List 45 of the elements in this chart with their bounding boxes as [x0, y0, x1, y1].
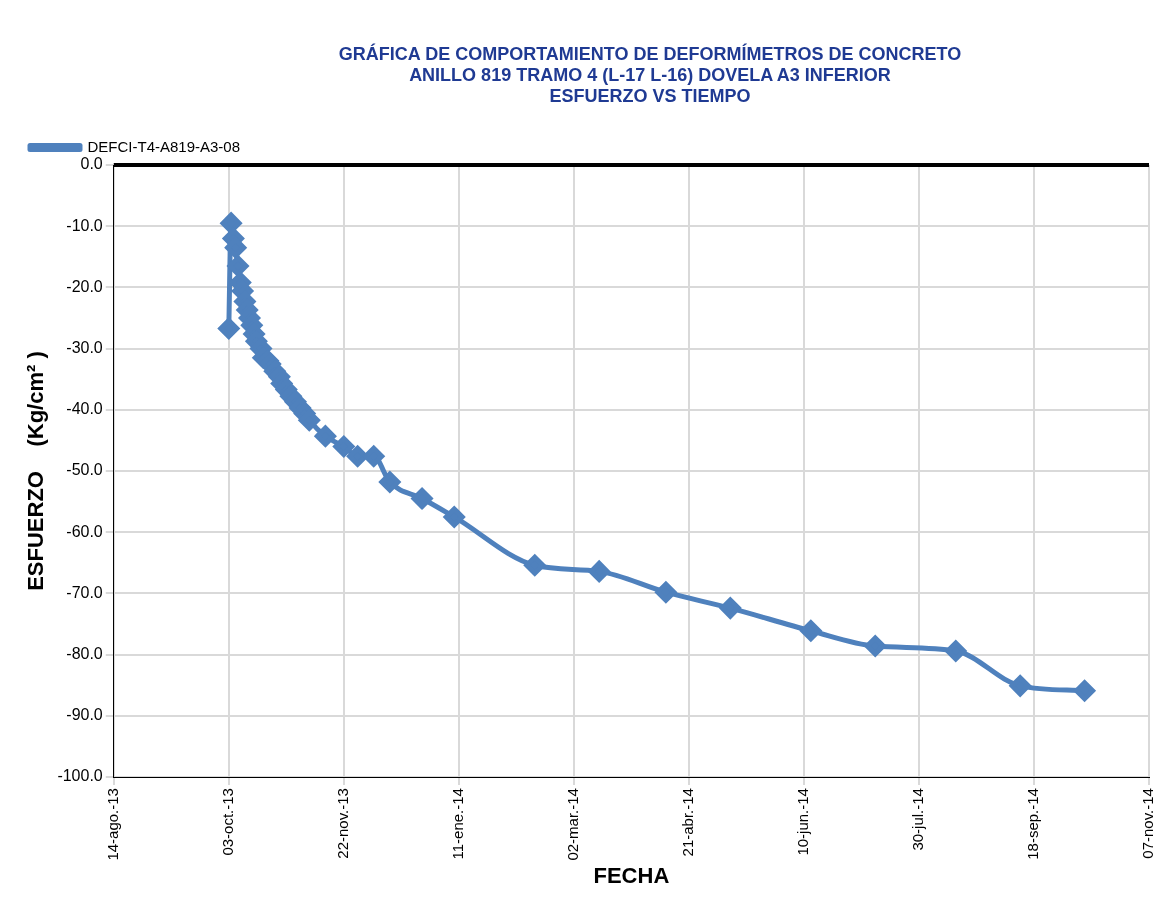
text: GRÁFICA DE COMPORTAMIENTO DE DEFORMÍMETROS DE CONCRETO: [338, 44, 962, 64]
point: [363, 445, 385, 467]
text: ANILLO 819 TRAMO 4 (L-17 L-16) DOVELA A3 INFERIOR: [409, 65, 891, 85]
x-tick-label: 14-ago.-13: [103, 788, 121, 861]
point: [379, 471, 401, 493]
point: [864, 635, 886, 657]
y-tick-label: -60.0: [66, 522, 103, 540]
text: ESFUERZO VS TIEMPO: [549, 86, 751, 106]
point: [220, 212, 242, 234]
point: [655, 581, 677, 603]
x-tick-label: 07-nov.-14: [1139, 788, 1157, 859]
y-tick-label: -100.0: [57, 767, 103, 785]
x-tick-label: 18-sep.-14: [1024, 788, 1042, 860]
x-tick-label: 22-nov.-13: [333, 788, 351, 859]
y-tick-label: -10.0: [66, 216, 103, 234]
x-tick-label: 11-ene.-14: [448, 788, 466, 860]
x-axis-title: FECHA: [593, 862, 670, 888]
y-tick-label: -90.0: [66, 706, 103, 724]
point: [333, 436, 355, 458]
y-tick-label: -40.0: [66, 400, 103, 418]
point: [524, 554, 546, 576]
point: [411, 488, 433, 510]
point: [218, 317, 240, 339]
point: [443, 506, 465, 528]
y-tick-label: -70.0: [66, 583, 103, 601]
y-tick-label: -20.0: [66, 277, 103, 295]
y-axis-title: ESFUERZO (Kg/cm² ): [23, 351, 49, 591]
legend-label: DEFCI-T4-A819-A3-08: [87, 137, 241, 155]
point: [719, 597, 741, 619]
x-tick-label: 30-jul.-14: [909, 788, 927, 851]
x-tick-label: 03-oct.-13: [218, 788, 236, 856]
x-tick-label: 02-mar.-14: [564, 788, 582, 861]
y-tick-label: -30.0: [66, 339, 103, 357]
y-tick-label: -80.0: [66, 645, 103, 663]
point: [227, 255, 249, 277]
x-tick-label: 10-jun.-14: [794, 788, 812, 856]
point: [1074, 680, 1096, 702]
point: [1009, 675, 1031, 697]
point: [314, 425, 336, 447]
y-tick-label: 0.0: [80, 155, 103, 173]
y-tick-label: -50.0: [66, 461, 103, 479]
point: [945, 640, 967, 662]
x-tick-label: 21-abr.-14: [679, 788, 697, 857]
point: [588, 560, 610, 582]
point: [800, 620, 822, 642]
